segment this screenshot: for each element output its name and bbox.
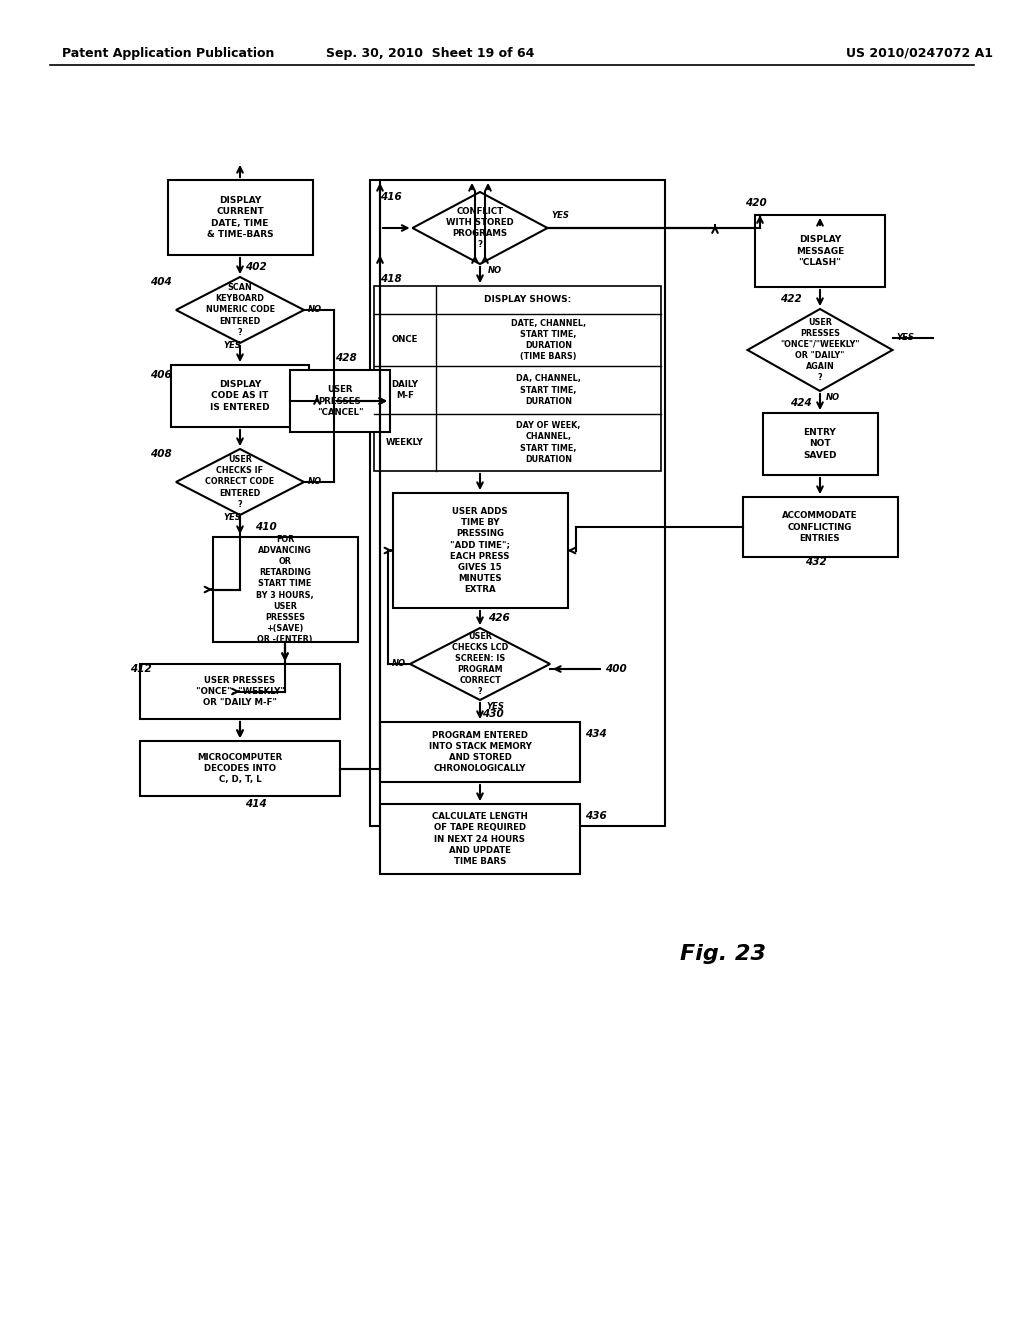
Text: ONCE: ONCE [392,335,418,345]
Bar [380,804,580,874]
Text: USER
CHECKS LCD
SCREEN: IS
PROGRAM
CORRECT
?: USER CHECKS LCD SCREEN: IS PROGRAM CORRE… [452,632,508,696]
Text: USER
PRESSES
"ONCE"/"WEEKLY"
OR "DAILY"
AGAIN
?: USER PRESSES "ONCE"/"WEEKLY" OR "DAILY" … [780,318,860,383]
Bar [171,366,309,426]
Text: DATE, CHANNEL,
START TIME,
DURATION
(TIME BARS): DATE, CHANNEL, START TIME, DURATION (TIM… [511,319,586,362]
Text: NO: NO [392,660,406,668]
Text: NO: NO [308,305,323,314]
Text: 422: 422 [780,294,802,304]
Bar [370,180,665,826]
Text: 426: 426 [488,612,510,623]
Text: SCAN
KEYBOARD
NUMERIC CODE
ENTERED
?: SCAN KEYBOARD NUMERIC CODE ENTERED ? [206,284,274,337]
Text: Sep. 30, 2010  Sheet 19 of 64: Sep. 30, 2010 Sheet 19 of 64 [326,46,535,59]
Bar [755,215,885,286]
Bar [213,537,357,642]
Polygon shape [413,191,548,264]
Text: YES: YES [552,211,569,220]
Text: DISPLAY
MESSAGE
"CLASH": DISPLAY MESSAGE "CLASH" [796,235,844,267]
Text: YES: YES [486,702,504,711]
Text: Patent Application Publication: Patent Application Publication [62,46,274,59]
Text: 406: 406 [150,370,172,380]
Text: 414: 414 [245,799,266,809]
Bar [380,722,580,781]
Text: 418: 418 [380,275,401,284]
Text: 436: 436 [585,810,607,821]
Text: 434: 434 [585,729,607,739]
Text: 408: 408 [150,449,172,459]
Text: 416: 416 [380,191,401,202]
Text: US 2010/0247072 A1: US 2010/0247072 A1 [847,46,993,59]
Text: 420: 420 [745,198,767,209]
Bar [742,498,897,557]
Polygon shape [410,628,550,700]
Text: FOR
ADVANCING
OR
RETARDING
START TIME
BY 3 HOURS,
USER
PRESSES
+(SAVE)
OR -(ENTE: FOR ADVANCING OR RETARDING START TIME BY… [256,535,313,644]
Text: YES: YES [896,334,914,342]
Bar [763,413,878,475]
Text: YES: YES [223,341,241,350]
Polygon shape [176,449,304,515]
Text: WEEKLY: WEEKLY [386,438,424,447]
Bar [168,180,312,255]
Text: 424: 424 [790,399,812,408]
Text: DISPLAY SHOWS:: DISPLAY SHOWS: [484,296,571,305]
Text: 428: 428 [335,352,356,363]
Bar [140,664,340,719]
Text: NO: NO [308,478,323,487]
Text: MICROCOMPUTER
DECODES INTO
C, D, T, L: MICROCOMPUTER DECODES INTO C, D, T, L [198,752,283,784]
Text: 404: 404 [150,277,172,286]
Text: CONFLICT
WITH STORED
PROGRAMS
?: CONFLICT WITH STORED PROGRAMS ? [446,207,514,249]
Text: USER ADDS
TIME BY
PRESSING
"ADD TIME";
EACH PRESS
GIVES 15
MINUTES
EXTRA: USER ADDS TIME BY PRESSING "ADD TIME"; E… [450,507,510,594]
Text: DA, CHANNEL,
START TIME,
DURATION: DA, CHANNEL, START TIME, DURATION [516,375,581,405]
Polygon shape [176,277,304,343]
Text: NO: NO [488,267,502,275]
Text: PROGRAM ENTERED
INTO STACK MEMORY
AND STORED
CHRONOLOGICALLY: PROGRAM ENTERED INTO STACK MEMORY AND ST… [429,731,531,774]
Text: DISPLAY
CODE AS IT
IS ENTERED: DISPLAY CODE AS IT IS ENTERED [210,380,269,412]
Bar [290,370,390,432]
Text: 400: 400 [605,664,627,675]
Text: USER
PRESSES
"CANCEL": USER PRESSES "CANCEL" [316,385,364,417]
Text: 432: 432 [805,557,826,568]
Text: NO: NO [826,393,840,403]
Bar [374,286,662,471]
Text: 412: 412 [130,664,152,675]
Text: DISPLAY
CURRENT
DATE, TIME
& TIME-BARS: DISPLAY CURRENT DATE, TIME & TIME-BARS [207,197,273,239]
Text: Fig. 23: Fig. 23 [680,944,766,964]
Text: DAILY
M-F: DAILY M-F [391,380,419,400]
Polygon shape [748,309,893,391]
Text: YES: YES [223,513,241,521]
Text: 430: 430 [482,709,504,719]
Text: ENTRY
NOT
SAVED: ENTRY NOT SAVED [803,429,837,459]
Text: DAY OF WEEK,
CHANNEL,
START TIME,
DURATION: DAY OF WEEK, CHANNEL, START TIME, DURATI… [516,421,581,463]
Text: USER PRESSES
"ONCE", "WEEKLY"
OR "DAILY M-F": USER PRESSES "ONCE", "WEEKLY" OR "DAILY … [196,676,285,708]
Text: 402: 402 [245,261,266,272]
Text: USER
CHECKS IF
CORRECT CODE
ENTERED
?: USER CHECKS IF CORRECT CODE ENTERED ? [206,455,274,508]
Bar [140,741,340,796]
Bar [392,492,567,609]
Text: CALCULATE LENGTH
OF TAPE REQUIRED
IN NEXT 24 HOURS
AND UPDATE
TIME BARS: CALCULATE LENGTH OF TAPE REQUIRED IN NEX… [432,812,528,866]
Text: ACCOMMODATE
CONFLICTING
ENTRIES: ACCOMMODATE CONFLICTING ENTRIES [782,511,858,543]
Text: 410: 410 [255,521,276,532]
